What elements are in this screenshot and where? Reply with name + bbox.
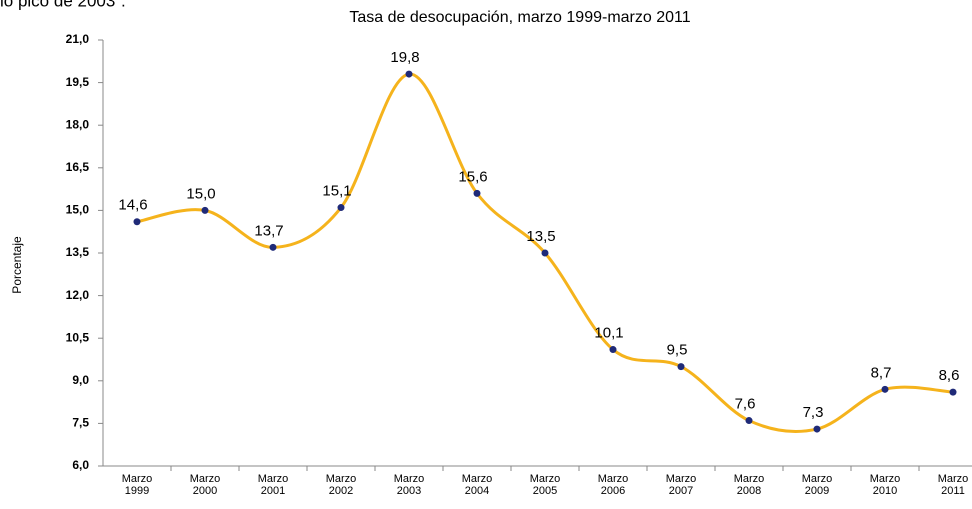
x-tick-label: Marzo 2001 [257,473,289,497]
x-tick-label: Marzo 1999 [121,473,153,497]
y-axis-label: Porcentaje [10,236,24,294]
marker [337,204,345,212]
x-tick-label: Marzo 2008 [733,473,765,497]
marker [541,249,549,257]
y-tick-label: 18,0 [66,117,90,131]
data-label: 8,7 [871,364,892,381]
y-tick-label: 19,5 [66,75,90,89]
marker [473,189,481,197]
data-label: 15,6 [458,168,487,185]
marker [405,70,413,78]
data-label: 13,7 [254,222,283,239]
data-label: 13,5 [526,228,555,245]
x-tick-label: Marzo 2011 [937,473,969,497]
y-tick-label: 9,0 [72,373,89,387]
data-label: 14,6 [118,197,147,214]
y-tick-label: 13,5 [66,245,90,259]
marker [201,206,209,214]
y-tick-label: 6,0 [72,458,89,472]
x-tick-label: Marzo 2000 [189,473,221,497]
data-label: 9,5 [667,342,688,359]
x-tick-label: Marzo 2006 [597,473,629,497]
x-tick-label: Marzo 2005 [529,473,561,497]
x-tick-label: Marzo 2007 [665,473,697,497]
marker [745,417,753,425]
marker [813,425,821,433]
chart-title: Tasa de desocupación, marzo 1999-marzo 2… [349,9,690,26]
x-tick-label: Marzo 2003 [393,473,425,497]
marker [269,243,277,251]
line [136,72,954,433]
data-label: 7,6 [735,396,756,413]
data-label: 8,6 [939,367,960,384]
data-label: 19,8 [390,49,419,66]
x-tick-label: Marzo 2009 [801,473,833,497]
marker [881,385,889,393]
x-tick-label: Marzo 2010 [869,473,901,497]
y-tick-label: 16,5 [66,160,90,174]
x-tick-label: Marzo 2004 [461,473,493,497]
y-tick-label: 7,5 [72,416,89,430]
data-label: 10,1 [594,325,623,342]
marker [609,346,617,354]
marker [677,363,685,371]
data-label: 15,1 [322,183,351,200]
marker [133,218,141,226]
marker [949,388,957,396]
caption: lo pico de 2003”. [0,0,126,10]
y-tick-label: 15,0 [66,203,90,217]
data-label: 15,0 [186,185,215,202]
data-label: 7,3 [803,404,824,421]
y-tick-label: 10,5 [66,330,90,344]
y-tick-label: 21,0 [66,32,90,46]
x-tick-label: Marzo 2002 [325,473,357,497]
y-tick-label: 12,0 [66,288,90,302]
